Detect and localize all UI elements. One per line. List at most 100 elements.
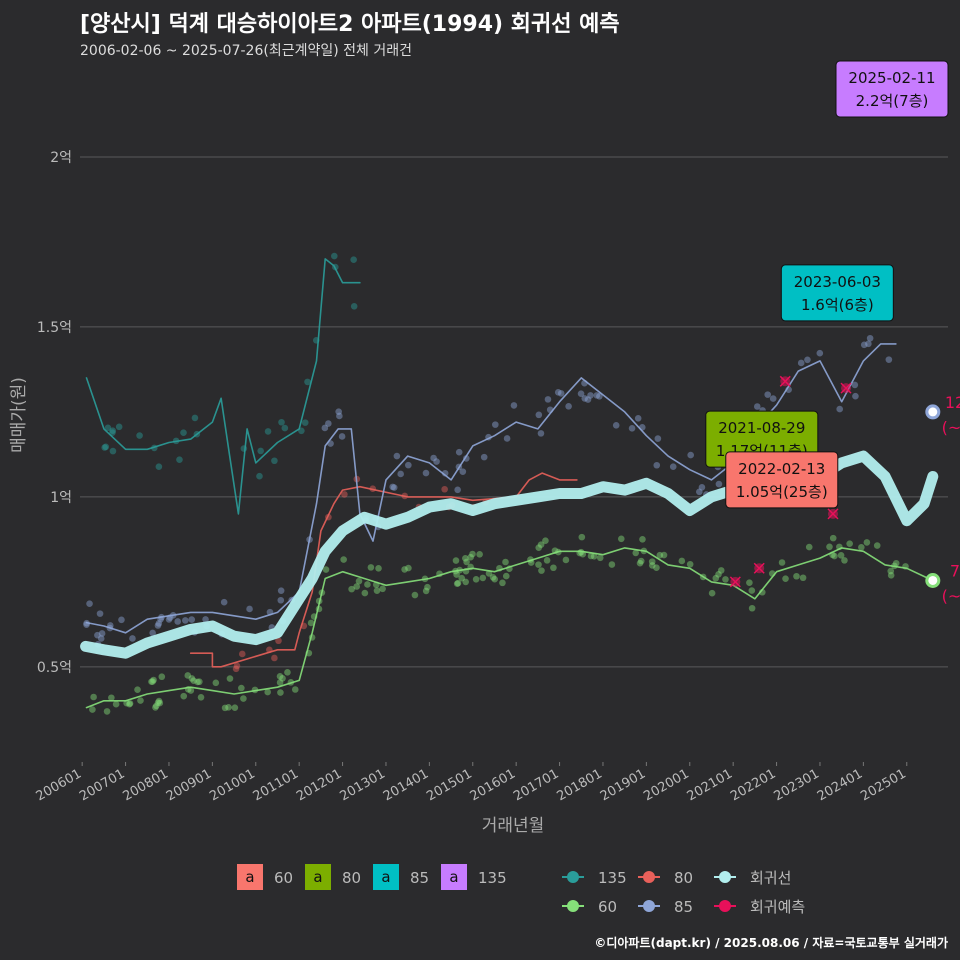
scatter-point-s85 xyxy=(336,412,343,420)
scatter-point-s135 xyxy=(301,419,309,426)
scatter-point-s60 xyxy=(454,579,462,587)
scatter-point-s135 xyxy=(278,418,285,426)
scatter-point-s80 xyxy=(238,650,246,658)
legend-area-label: 135 xyxy=(478,869,507,887)
scatter-point-s60 xyxy=(364,581,371,588)
legend-line-dot xyxy=(643,900,655,912)
scatter-point-s85 xyxy=(715,480,723,488)
scatter-point-s60 xyxy=(103,708,111,715)
legend-area-swatch-glyph: a xyxy=(313,868,322,886)
scatter-point-s60 xyxy=(126,700,134,707)
scatter-point-s60 xyxy=(226,675,234,682)
scatter-point-s85 xyxy=(596,393,603,400)
callout-date: 2021-08-29 xyxy=(718,419,805,437)
scatter-point-s60 xyxy=(715,571,722,578)
scatter-point-s60 xyxy=(858,543,865,551)
scatter-point-s60 xyxy=(187,687,195,694)
endpoint-value-label: 7,533 xyxy=(950,561,960,580)
scatter-point-s85 xyxy=(155,620,163,627)
x-tick-label: 201101 xyxy=(251,766,301,804)
callout-value: 1.6억(6층) xyxy=(801,296,874,314)
scatter-point-s85 xyxy=(389,483,396,491)
scatter-point-s135 xyxy=(350,256,357,264)
series-line-s80 xyxy=(189,472,578,668)
y-tick-label: 1억 xyxy=(50,490,72,506)
scatter-point-s60 xyxy=(550,564,557,572)
callout-labels: 2025-02-11 2.2억(7층) 2023-06-03 1.6억(6층) 2021… xyxy=(705,60,949,509)
callout-date: 2023-06-03 xyxy=(794,273,881,291)
scatter-point-s85 xyxy=(634,414,642,422)
scatter-point-s60 xyxy=(841,557,848,564)
scatter-point-s60 xyxy=(793,572,800,580)
legend-line-label: 회귀선 xyxy=(750,869,791,887)
scatter-point-s85 xyxy=(202,616,209,623)
scatter-point-s60 xyxy=(463,558,470,566)
forecast-marker-cross xyxy=(753,562,765,574)
y-tick-label: 0.5억 xyxy=(37,660,72,676)
scatter-point-s60 xyxy=(632,549,640,557)
scatter-point-s60 xyxy=(543,557,551,564)
scatter-point-s60 xyxy=(452,557,460,564)
callout-box xyxy=(835,60,949,118)
scatter-point-s85 xyxy=(335,408,342,415)
x-tick-label: 202401 xyxy=(815,766,865,804)
scatter-point-s85 xyxy=(220,598,228,606)
endpoint-area-label: (~85㎡) xyxy=(942,418,960,437)
scatter-point-s60 xyxy=(502,572,510,580)
scatter-point-s85 xyxy=(557,390,565,397)
scatter-point-s85 xyxy=(654,435,662,442)
scatter-point-s60 xyxy=(225,704,232,711)
x-tick-label: 201901 xyxy=(598,766,648,804)
callout-box xyxy=(725,451,839,509)
scatter-point-s85 xyxy=(86,600,93,608)
scatter-point-s85 xyxy=(454,486,461,494)
scatter-point-s85 xyxy=(851,381,859,389)
scatter-point-s135 xyxy=(240,445,248,452)
scatter-point-s60 xyxy=(491,575,498,583)
scatter-point-s60 xyxy=(184,672,192,679)
scatter-point-s60 xyxy=(608,561,616,568)
forecast-marker-cross xyxy=(840,382,852,394)
scatter-point-s60 xyxy=(134,686,141,693)
legend-area-label: 80 xyxy=(342,869,361,887)
scatter-point-s85 xyxy=(246,605,253,613)
scatter-point-s85 xyxy=(433,458,440,465)
scatter-point-s60 xyxy=(863,539,871,546)
scatter-point-s60 xyxy=(887,572,895,579)
legend-area-swatch-glyph: a xyxy=(381,868,390,886)
legend-line-dot xyxy=(719,871,731,883)
scatter-point-s85 xyxy=(165,616,173,623)
x-tick-label: 201201 xyxy=(294,766,344,804)
scatter-point-s60 xyxy=(587,552,595,560)
scatter-point-s85 xyxy=(852,392,859,400)
scatter-point-s60 xyxy=(748,587,756,594)
callout-value: 2.2억(7층) xyxy=(856,92,929,110)
scatter-point-s135 xyxy=(271,457,278,465)
scatter-point-s60 xyxy=(197,693,205,701)
scatter-point-s60 xyxy=(660,551,668,559)
scatter-point-s60 xyxy=(150,676,157,684)
scatter-point-s60 xyxy=(639,536,646,543)
forecast-marker-cross xyxy=(779,375,791,387)
scatter-point-s135 xyxy=(304,378,311,386)
scatter-point-s60 xyxy=(231,704,239,711)
scatter-point-s85 xyxy=(797,359,805,367)
scatter-point-s60 xyxy=(722,576,729,583)
scatter-point-s60 xyxy=(778,559,786,566)
scatter-point-s85 xyxy=(154,622,162,629)
legend-area-swatch-glyph: a xyxy=(449,868,458,886)
scatter-point-s60 xyxy=(221,704,229,712)
legend-line-dot xyxy=(643,871,655,883)
scatter-point-s60 xyxy=(90,693,97,701)
scatter-point-s135 xyxy=(109,447,117,455)
forecast-marker-cross xyxy=(827,508,839,520)
scatter-point-s135 xyxy=(136,432,143,439)
scatter-point-s60 xyxy=(108,694,115,702)
scatter-point-s60 xyxy=(355,577,363,585)
scatter-point-s135 xyxy=(180,429,187,436)
grid-lines xyxy=(80,156,948,668)
scatter-point-s60 xyxy=(596,554,604,562)
scatter-point-s135 xyxy=(155,463,163,470)
callout-box xyxy=(780,264,894,322)
scatter-point-s60 xyxy=(535,544,543,551)
